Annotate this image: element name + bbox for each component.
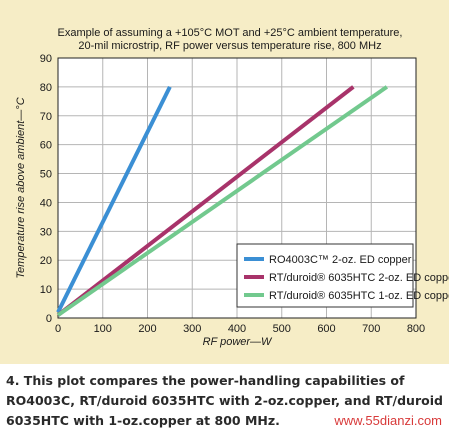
series-lines [56, 85, 389, 317]
chart: Example of assuming a +105°C MOT and +25… [15, 27, 449, 348]
series-line-2 [56, 85, 355, 317]
legend-label-3: RT/duroid® 6035HTC 1-oz. ED copper [269, 290, 449, 302]
caption-line-1: 4. This plot compares the power-handling… [6, 373, 405, 388]
x-tick-label: 0 [55, 323, 61, 335]
y-tick-label: 60 [40, 140, 52, 152]
figure-caption: 4. This plot compares the power-handling… [6, 371, 446, 431]
x-tick-label: 300 [183, 323, 201, 335]
y-tick-label: 20 [40, 255, 52, 267]
chart-title-line-2: 20-mil microstrip, RF power versus tempe… [78, 40, 381, 52]
series-line-1 [56, 85, 172, 314]
y-axis-label: Temperature rise above ambient—°C [15, 97, 27, 278]
x-tick-label: 100 [94, 323, 112, 335]
caption-line-2: RO4003C, RT/duroid 6035HTC with 2-oz.cop… [6, 393, 443, 408]
legend-box [236, 243, 414, 308]
series-line-3 [56, 85, 389, 317]
chart-title-line-1: Example of assuming a +105°C MOT and +25… [58, 27, 403, 39]
legend-label-2: RT/duroid® 6035HTC 2-oz. ED copper [269, 272, 449, 284]
caption-line-3: 6035HTC with 1-oz.copper at 800 MHz. [6, 413, 280, 428]
y-tick-label: 30 [40, 226, 52, 238]
legend: RO4003C™ 2-oz. ED copper RT/duroid® 6035H… [236, 243, 449, 308]
x-tick-label: 400 [228, 323, 246, 335]
x-tick-label: 200 [138, 323, 156, 335]
x-tick-label: 600 [317, 323, 335, 335]
watermark: www.55dianzi.com [331, 413, 445, 428]
y-tick-label: 70 [40, 111, 52, 123]
plot-frame [57, 57, 417, 319]
x-axis-label: RF power—W [203, 336, 273, 348]
y-tick-label: 50 [40, 169, 52, 181]
y-tick-label: 90 [40, 53, 52, 65]
x-tick-label: 700 [362, 323, 380, 335]
legend-label-1: RO4003C™ 2-oz. ED copper [269, 254, 412, 266]
y-tick-label: 10 [40, 284, 52, 296]
x-tick-label: 800 [407, 323, 425, 335]
y-tick-label: 0 [46, 313, 52, 325]
x-tick-label: 500 [273, 323, 291, 335]
y-tick-label: 80 [40, 82, 52, 94]
tick-labels: 0 100 200 300 400 500 600 700 800 0 10 20 30 40 50 60 70… [40, 53, 425, 335]
y-tick-label: 40 [40, 197, 52, 209]
